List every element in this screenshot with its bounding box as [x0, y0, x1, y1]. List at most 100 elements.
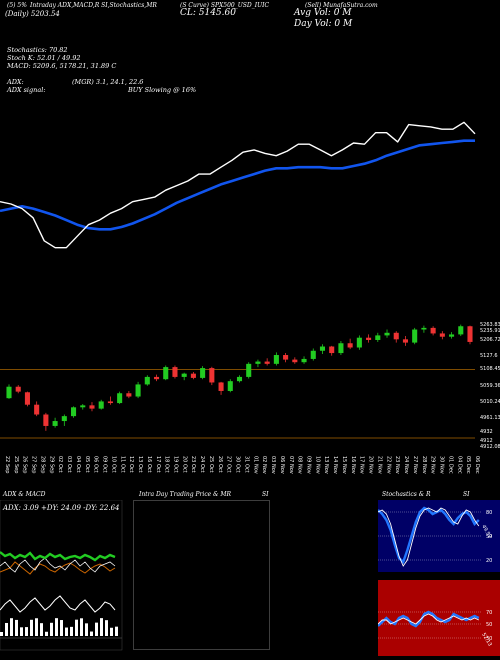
candle-body — [366, 337, 372, 340]
candle-body — [246, 363, 252, 377]
candle-body — [375, 335, 381, 340]
candle-body — [393, 332, 399, 340]
date-tick-label: 27 Sep — [31, 456, 37, 473]
date-tick-label: 10 Oct — [110, 456, 116, 473]
macd-histogram-bar — [95, 622, 98, 636]
date-tick-label: 26 Sep — [22, 456, 28, 473]
candle-body — [329, 346, 335, 354]
price-tick-label: 5108.45 — [480, 366, 500, 372]
date-tick-label: 29 Nov — [430, 456, 436, 474]
date-tick-label: 31 Oct — [243, 456, 249, 473]
macd-histogram-bar — [100, 618, 103, 636]
date-tick-label: 18 Oct — [164, 456, 170, 473]
candle-body — [52, 421, 58, 426]
date-axis: 22 Sep 25 Sep 26 Sep 27 Sep 28 Sep 29 Sep 02 O… — [4, 456, 480, 474]
candle-body — [43, 414, 49, 426]
rsi-tick-label: 50 — [486, 622, 492, 628]
macd-histogram-bar — [20, 627, 23, 636]
date-tick-label: 08 Nov — [297, 456, 303, 474]
header-provider: (Sell) MunafaSutra.com — [305, 2, 378, 9]
stoch-k-line — [378, 506, 480, 565]
date-tick-label: 02 Nov — [261, 456, 267, 474]
macd-histogram-bar — [25, 627, 28, 636]
macd-histogram-bar — [115, 626, 118, 636]
rsi-white-line — [378, 613, 479, 625]
s-curve-plot — [0, 121, 476, 249]
date-tick-label: 16 Nov — [350, 456, 356, 474]
rsi-tick-label: 70 — [486, 610, 492, 616]
date-tick-label: 28 Nov — [421, 456, 427, 474]
adx-panel-title: ADX & MACD — [3, 491, 46, 498]
candle-body — [273, 355, 279, 364]
date-tick-label: 13 Nov — [323, 456, 329, 474]
adx-signal-value: BUY Slowing @ 16% — [128, 86, 197, 94]
macd-histogram-bar — [50, 622, 53, 636]
header-day-vol: Day Vol: 0 M — [294, 19, 353, 29]
date-tick-label: 11 Oct — [119, 456, 125, 473]
candle-body — [71, 407, 77, 417]
date-tick-label: 20 Oct — [181, 456, 187, 473]
date-tick-label: 29 Sep — [48, 456, 54, 473]
candle-body — [6, 386, 12, 399]
header-indicators: Intraday ADX,MACD,R SI,Stochastics,MR — [30, 2, 157, 9]
adx-values-text: ADX: 3.09 +DY: 24.09 -DY: 22.64 — [2, 504, 119, 512]
candle-body — [181, 373, 187, 377]
date-tick-label: 06 Dec — [474, 456, 480, 474]
stoch-panel-extra: SI — [463, 491, 470, 498]
date-tick-label: 06 Nov — [279, 456, 285, 474]
candle-body — [449, 334, 455, 337]
date-tick-label: 01 Dec — [447, 456, 453, 474]
date-tick-label: 17 Nov — [359, 456, 365, 474]
macd-histogram-bar — [30, 619, 33, 636]
stoch-panel-title: Stochastics & R — [382, 491, 431, 498]
candle-body — [292, 359, 298, 363]
adx-lines — [0, 551, 116, 575]
date-tick-label: 09 Nov — [306, 456, 312, 474]
macd-histogram-bar — [5, 622, 8, 636]
date-tick-label: 05 Dec — [465, 456, 471, 474]
candle-body — [430, 327, 436, 334]
date-tick-label: 09 Oct — [102, 456, 108, 473]
date-tick-label: 27 Oct — [226, 456, 232, 473]
date-tick-label: 10 Nov — [314, 456, 320, 474]
intraday-panel — [133, 500, 270, 650]
date-tick-label: 19 Oct — [173, 456, 179, 473]
date-tick-label: 14 Nov — [332, 456, 338, 474]
macd-histogram-bar — [55, 618, 58, 636]
header-avg-vol: Avg Vol: 0 M — [294, 8, 352, 18]
date-tick-label: 21 Nov — [377, 456, 383, 474]
candle-body — [163, 367, 169, 380]
macd-histogram-bar — [85, 623, 88, 636]
price-tick-label: 4912.08 — [480, 444, 500, 450]
macd-histogram-bar — [75, 619, 78, 636]
date-tick-label: 24 Nov — [403, 456, 409, 474]
candle-body — [200, 368, 206, 378]
macd-histogram-bar — [110, 627, 113, 636]
date-tick-label: 22 Sep — [4, 456, 10, 473]
date-tick-label: 04 Dec — [456, 456, 462, 474]
candle-body — [34, 404, 40, 415]
stoch-lines — [378, 506, 480, 628]
header-daily: (Daily) 5203.54 — [5, 10, 60, 18]
candle-body — [384, 332, 390, 336]
date-tick-label: 22 Nov — [385, 456, 391, 474]
candle-body — [89, 405, 95, 409]
candle-body — [117, 393, 123, 404]
date-tick-label: 05 Oct — [84, 456, 90, 473]
date-tick-label: 27 Nov — [412, 456, 418, 474]
stochastics-value: Stochastics: 70.82 — [7, 46, 68, 54]
rsi-blue-line — [378, 610, 480, 628]
price-tick-label: 4961.13 — [480, 415, 500, 421]
candle-body — [421, 327, 427, 330]
candle-body — [98, 401, 104, 409]
candle-body — [107, 401, 113, 404]
date-tick-label: 24 Oct — [199, 456, 205, 473]
price-tick-label: 5263.83 — [480, 322, 500, 328]
date-tick-label: 30 Nov — [439, 456, 445, 474]
adx-label: ADX: — [7, 78, 24, 86]
macd-histogram-bar — [60, 620, 63, 636]
date-tick-label: 15 Nov — [341, 456, 347, 474]
macd-histogram-bar — [0, 632, 3, 636]
candle-body — [135, 384, 141, 397]
